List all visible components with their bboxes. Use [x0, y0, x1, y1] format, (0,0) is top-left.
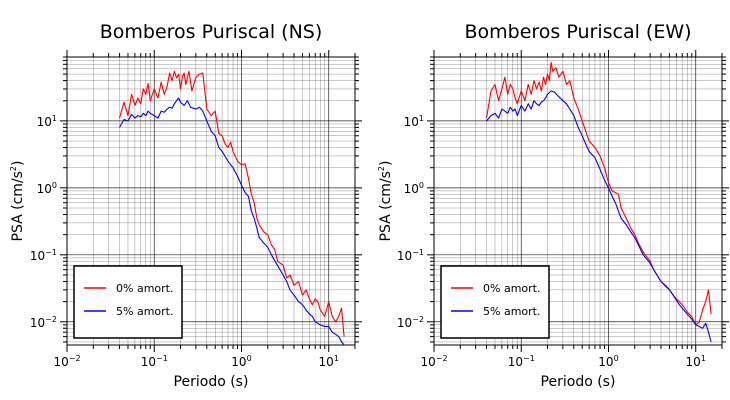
series-line-5pct — [486, 90, 712, 343]
legend: 0% amort. 5% amort. — [440, 265, 550, 339]
plot-frame — [66, 56, 356, 346]
chart-ns: Bomberos Puriscal (NS) 10−2 10−1 100 101 10… — [9, 21, 362, 390]
series-line-5pct — [119, 97, 345, 346]
x-axis-label: Periodo (s) — [541, 374, 616, 390]
x-tick-label: 10−2 — [420, 354, 447, 369]
series-line-0pct — [118, 70, 345, 337]
chart-ew: Bomberos Puriscal (EW) 10−2 10−1 100 101 10… — [377, 21, 729, 390]
x-tick-label: 101 — [319, 354, 339, 369]
x-tick-labels: 10−2 10−1 100 101 — [53, 354, 338, 369]
y-tick-label: 10−2 — [30, 315, 57, 330]
y-axis-label: PSA (cm/s2) — [377, 161, 394, 242]
y-tick-label: 100 — [404, 181, 424, 196]
x-tick-labels: 10−2 10−1 100 101 — [420, 354, 705, 369]
x-tick-label: 10−1 — [141, 354, 168, 369]
y-tick-label: 101 — [404, 114, 424, 129]
series-layer — [485, 61, 712, 343]
y-axis-label: PSA (cm/s2) — [9, 161, 26, 242]
x-tick-label: 101 — [686, 354, 706, 369]
chart-title: Bomberos Puriscal (NS) — [100, 21, 323, 43]
tick-marks — [427, 50, 729, 352]
legend-box — [73, 265, 183, 339]
legend-label-5pct: 5% amort. — [116, 305, 173, 318]
y-tick-labels: 10−2 10−1 100 101 — [30, 114, 57, 330]
x-tick-label: 100 — [598, 354, 618, 369]
legend-label-0pct: 0% amort. — [116, 282, 173, 295]
y-tick-labels: 10−2 10−1 100 101 — [397, 114, 424, 330]
x-tick-label: 100 — [231, 354, 251, 369]
series-layer — [118, 70, 345, 346]
y-tick-label: 10−2 — [397, 315, 424, 330]
y-tick-label: 100 — [37, 181, 57, 196]
legend-label-0pct: 0% amort. — [483, 282, 540, 295]
legend-label-5pct: 5% amort. — [483, 305, 540, 318]
y-tick-label: 10−1 — [397, 248, 424, 263]
x-tick-label: 10−2 — [53, 354, 80, 369]
tick-marks — [60, 50, 362, 352]
x-axis-label: Periodo (s) — [174, 374, 249, 390]
plot-frame — [433, 56, 723, 346]
y-tick-label: 10−1 — [30, 248, 57, 263]
legend: 0% amort. 5% amort. — [73, 265, 183, 339]
legend-box — [440, 265, 550, 339]
series-line-0pct — [485, 61, 712, 326]
x-tick-label: 10−1 — [508, 354, 535, 369]
y-tick-label: 101 — [37, 114, 57, 129]
chart-title: Bomberos Puriscal (EW) — [464, 21, 691, 43]
